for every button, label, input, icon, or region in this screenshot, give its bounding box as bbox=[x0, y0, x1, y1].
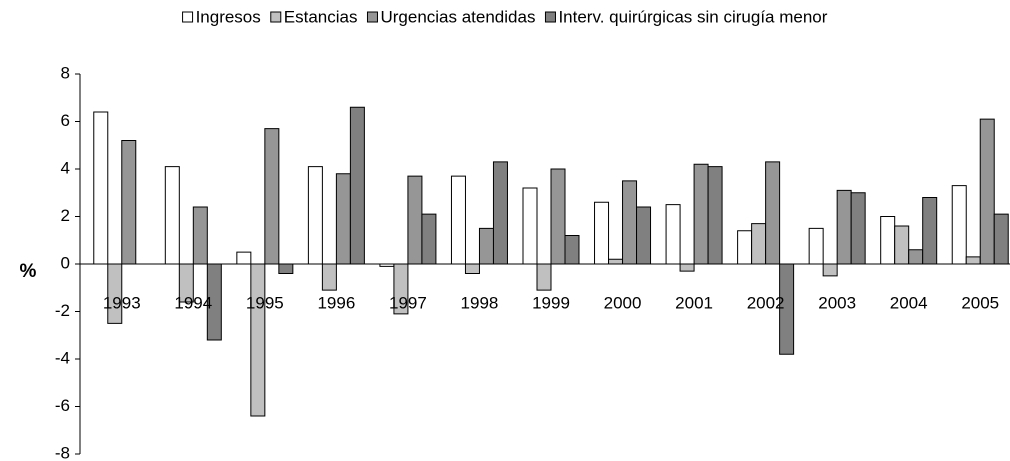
bar bbox=[737, 230, 753, 265]
y-tick-label: 0 bbox=[61, 253, 70, 272]
bar bbox=[264, 128, 280, 265]
bar bbox=[594, 201, 610, 265]
bar bbox=[765, 161, 781, 265]
x-tick-label: 1994 bbox=[174, 293, 212, 312]
bar bbox=[464, 263, 480, 274]
x-tick-label: 1999 bbox=[532, 293, 570, 312]
y-tick-label: 2 bbox=[61, 206, 70, 225]
x-tick-label: 1998 bbox=[461, 293, 499, 312]
bar bbox=[421, 213, 437, 265]
bar bbox=[236, 251, 252, 265]
x-tick-label: 1993 bbox=[103, 293, 141, 312]
legend-label: Urgencias atendidas bbox=[380, 7, 535, 26]
x-tick-label: 2003 bbox=[818, 293, 856, 312]
legend-swatch bbox=[182, 11, 194, 23]
bar bbox=[693, 163, 709, 265]
bar bbox=[894, 225, 910, 265]
y-tick-label: -6 bbox=[55, 396, 70, 415]
bar bbox=[93, 111, 109, 265]
legend-label: Estancias bbox=[284, 7, 358, 26]
y-axis-label: % bbox=[20, 261, 37, 282]
bar bbox=[665, 204, 681, 265]
legend-swatch bbox=[366, 11, 378, 23]
bar bbox=[808, 227, 824, 265]
y-tick-label: 8 bbox=[61, 63, 70, 82]
bar bbox=[278, 263, 294, 274]
x-tick-label: 2004 bbox=[890, 293, 928, 312]
legend-swatch bbox=[544, 11, 556, 23]
x-tick-label: 2002 bbox=[747, 293, 785, 312]
x-tick-label: 1995 bbox=[246, 293, 284, 312]
y-tick-label: 6 bbox=[61, 111, 70, 130]
bar bbox=[951, 185, 967, 265]
bar bbox=[250, 263, 266, 417]
y-tick-label: 4 bbox=[61, 158, 70, 177]
bar bbox=[564, 235, 580, 265]
bar bbox=[979, 118, 995, 265]
bar bbox=[164, 166, 180, 265]
y-tick-label: -8 bbox=[55, 443, 70, 461]
bar bbox=[349, 106, 365, 265]
bar bbox=[751, 223, 767, 265]
bar bbox=[993, 213, 1009, 265]
bar bbox=[550, 168, 566, 265]
bar bbox=[679, 263, 695, 272]
bar bbox=[822, 263, 838, 277]
x-tick-label: 1996 bbox=[317, 293, 355, 312]
bar bbox=[880, 216, 896, 265]
bar bbox=[478, 227, 494, 265]
bar bbox=[450, 175, 466, 265]
bar bbox=[608, 258, 624, 265]
x-tick-label: 1997 bbox=[389, 293, 427, 312]
y-tick-label: -4 bbox=[55, 348, 70, 367]
bar bbox=[121, 140, 137, 265]
bar bbox=[335, 173, 351, 265]
bar bbox=[850, 192, 866, 265]
legend-swatch bbox=[270, 11, 282, 23]
legend-label: Ingresos bbox=[196, 7, 261, 26]
bar bbox=[707, 166, 723, 265]
bar bbox=[492, 161, 508, 265]
bar bbox=[407, 175, 423, 265]
bar bbox=[307, 166, 323, 265]
x-tick-label: 2000 bbox=[604, 293, 642, 312]
legend-label: Interv. quirúrgicas sin cirugía menor bbox=[558, 7, 827, 26]
bar bbox=[636, 206, 652, 265]
bar bbox=[922, 197, 938, 265]
bar bbox=[522, 187, 538, 265]
y-tick-label: -2 bbox=[55, 301, 70, 320]
bar bbox=[192, 206, 208, 265]
bar bbox=[622, 180, 638, 265]
bar bbox=[321, 263, 337, 291]
x-tick-label: 2001 bbox=[675, 293, 713, 312]
x-tick-label: 2005 bbox=[961, 293, 999, 312]
bar bbox=[965, 256, 981, 265]
bar bbox=[836, 189, 852, 265]
bar bbox=[536, 263, 552, 291]
bar bbox=[908, 249, 924, 265]
